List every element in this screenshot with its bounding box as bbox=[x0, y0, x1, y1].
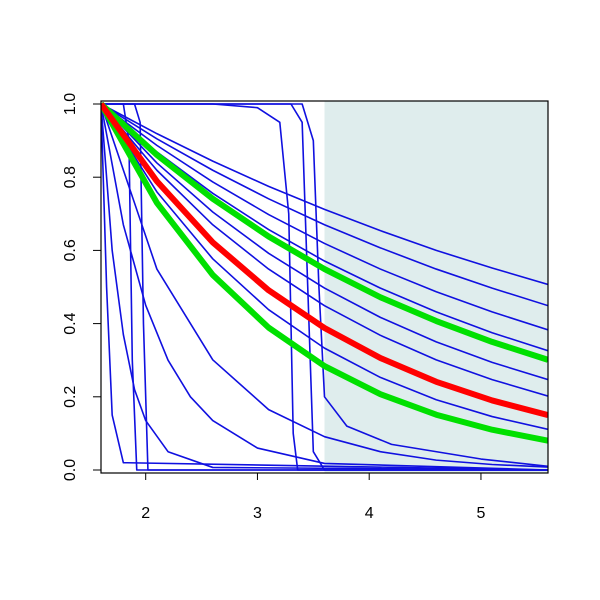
curve bbox=[101, 102, 548, 419]
curve bbox=[101, 103, 548, 471]
plot-frame bbox=[100, 100, 549, 474]
curve bbox=[101, 103, 548, 286]
y-tick-label: 1.0 bbox=[62, 93, 79, 115]
y-tick-label: 0.8 bbox=[62, 166, 79, 188]
x-tick-label: 4 bbox=[365, 505, 374, 522]
curve bbox=[101, 103, 548, 468]
y-tick-label: 0.0 bbox=[62, 459, 79, 481]
curve bbox=[101, 103, 548, 331]
curve bbox=[101, 102, 548, 444]
curve bbox=[101, 101, 548, 363]
x-tick-label: 2 bbox=[141, 505, 150, 522]
curve bbox=[101, 103, 548, 307]
y-tick-label: 0.4 bbox=[62, 312, 79, 334]
y-tick-label: 0.2 bbox=[62, 386, 79, 408]
x-tick-label: 5 bbox=[476, 505, 485, 522]
x-tick-label: 3 bbox=[253, 505, 262, 522]
curve bbox=[101, 103, 548, 397]
curve bbox=[101, 103, 548, 431]
curve bbox=[101, 103, 548, 468]
curve bbox=[101, 103, 548, 381]
y-tick-label: 0.6 bbox=[62, 239, 79, 261]
